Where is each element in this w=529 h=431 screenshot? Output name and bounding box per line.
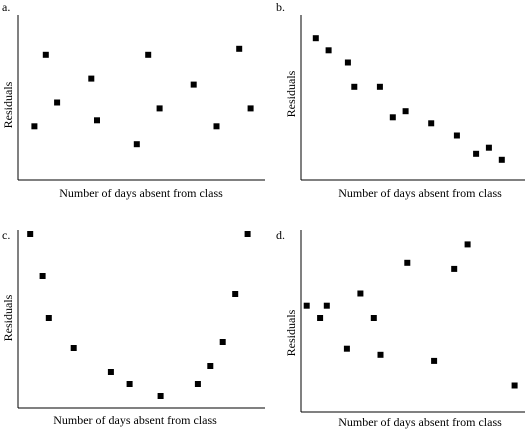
data-point-4 <box>351 83 358 90</box>
data-point-6 <box>133 141 140 148</box>
x-axis-label: Number of days absent from class <box>59 186 223 200</box>
data-point-10 <box>451 265 458 272</box>
data-point-11 <box>485 144 492 151</box>
data-point-11 <box>232 291 239 297</box>
scatter-panel-2: b. Residuals Number of days absent from cl… <box>276 0 525 200</box>
data-point-11 <box>464 241 471 248</box>
data-point-3 <box>323 302 330 309</box>
y-axis-label: Residuals <box>1 81 15 128</box>
data-point-12 <box>247 105 254 112</box>
data-point-11 <box>236 45 243 52</box>
data-point-2 <box>39 273 46 279</box>
data-point-1 <box>27 231 34 237</box>
data-point-4 <box>88 75 95 82</box>
data-point-12 <box>511 382 518 389</box>
data-point-8 <box>156 105 163 112</box>
y-axis-label: Residuals <box>1 294 15 341</box>
data-point-6 <box>370 315 377 321</box>
panel-letter: d. <box>276 228 285 242</box>
data-point-3 <box>45 315 52 321</box>
data-point-9 <box>190 81 197 88</box>
data-point-7 <box>377 351 384 358</box>
panel-letter: b. <box>276 0 285 14</box>
data-point-2 <box>317 315 324 321</box>
data-point-10 <box>219 339 226 345</box>
data-point-4 <box>343 345 350 352</box>
data-point-5 <box>94 117 100 124</box>
data-point-12 <box>498 156 505 163</box>
y-axis-label: Residuals <box>284 309 298 356</box>
data-point-5 <box>376 83 383 90</box>
data-point-2 <box>42 51 49 58</box>
data-point-9 <box>207 363 214 369</box>
data-point-10 <box>473 150 480 157</box>
x-axis-label: Number of days absent from class <box>338 415 502 429</box>
scatter-panel-1: a. Residuals Number of days absent from cl… <box>1 0 265 200</box>
scatter-panel-4: d. Residuals Number of days absent from cl… <box>276 228 525 429</box>
data-point-6 <box>126 381 133 387</box>
data-point-3 <box>54 99 61 106</box>
data-point-1 <box>312 35 319 42</box>
x-axis-label: Number of days absent from class <box>338 186 502 200</box>
data-point-2 <box>325 47 332 54</box>
data-point-8 <box>194 381 201 387</box>
data-point-7 <box>157 393 164 399</box>
data-point-8 <box>404 259 411 266</box>
panel-letter: a. <box>2 0 10 14</box>
scatter-panel-3: c. Residuals Number of days absent from cl… <box>1 228 265 427</box>
data-point-7 <box>402 108 409 115</box>
data-point-5 <box>107 369 114 375</box>
data-point-4 <box>70 345 77 351</box>
data-point-9 <box>453 132 460 139</box>
data-point-1 <box>31 123 38 130</box>
data-point-10 <box>213 123 220 130</box>
data-point-7 <box>145 51 152 58</box>
x-axis-label: Number of days absent from class <box>53 413 217 427</box>
data-point-9 <box>431 357 438 364</box>
y-axis-label: Residuals <box>284 70 298 117</box>
data-point-6 <box>389 114 396 121</box>
data-point-12 <box>244 231 251 237</box>
data-point-1 <box>303 302 310 309</box>
data-point-5 <box>357 290 364 297</box>
panel-letter: c. <box>2 228 10 242</box>
data-point-8 <box>428 120 435 127</box>
data-point-3 <box>344 59 351 66</box>
